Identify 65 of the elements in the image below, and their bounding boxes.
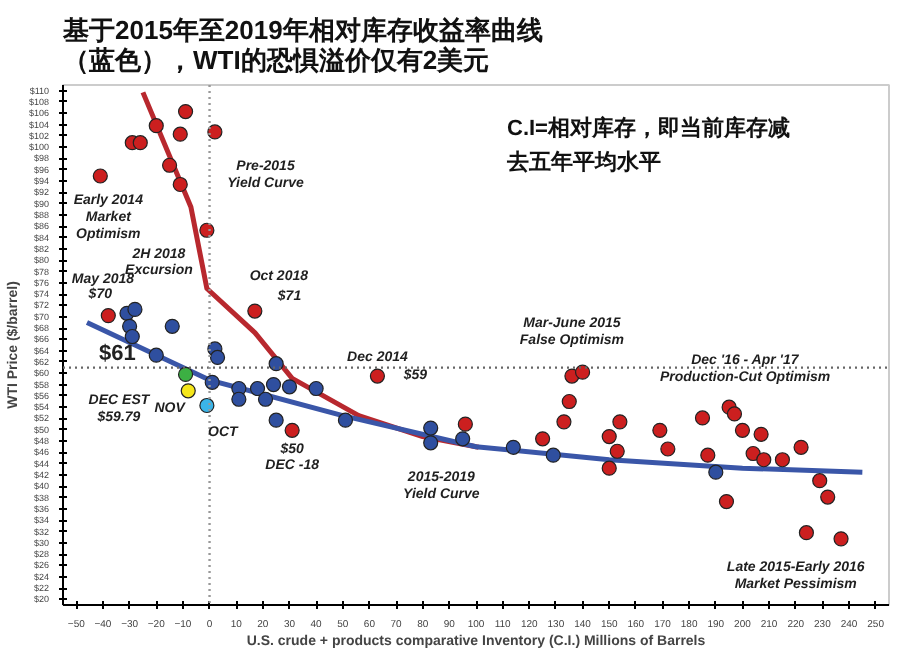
point [798, 525, 814, 541]
point [337, 412, 354, 428]
point [545, 447, 561, 463]
point [308, 380, 324, 397]
point [284, 422, 300, 438]
point [812, 473, 828, 489]
point [132, 135, 148, 151]
point [172, 126, 188, 142]
point [199, 397, 215, 414]
point [753, 426, 769, 442]
point [601, 428, 617, 445]
point [247, 303, 263, 319]
point [148, 347, 164, 363]
point [231, 391, 247, 407]
line-series [84, 319, 865, 475]
point [708, 464, 724, 480]
point [209, 349, 226, 366]
point [177, 366, 194, 382]
point [601, 460, 617, 476]
point [833, 531, 849, 547]
point [369, 368, 386, 384]
point [726, 406, 743, 422]
point [249, 380, 266, 397]
point [180, 383, 196, 399]
point [652, 422, 668, 438]
point [161, 157, 178, 173]
point [756, 452, 772, 468]
point [660, 441, 676, 457]
point [455, 431, 471, 447]
point [535, 431, 551, 447]
point [127, 301, 143, 317]
point [718, 493, 735, 510]
point [204, 374, 220, 390]
point [574, 364, 591, 380]
point [100, 308, 116, 324]
point [257, 391, 274, 407]
point [124, 328, 140, 345]
point [820, 489, 836, 505]
point [164, 318, 180, 334]
point [561, 393, 577, 410]
chart-title: 基于2015年至2019年相对库存收益率曲线（蓝色），WTI的恐惧溢价仅有2美元 [61, 15, 543, 75]
point [281, 379, 298, 395]
point [148, 118, 164, 134]
point [793, 439, 809, 455]
point [505, 439, 521, 455]
point [457, 416, 473, 432]
point [172, 176, 188, 193]
point [268, 356, 284, 372]
point [734, 422, 751, 438]
point [694, 410, 711, 426]
annotation: C.I=相对库存，即当前库存减去五年平均水平 [505, 115, 790, 175]
point [268, 412, 284, 428]
point [265, 376, 282, 393]
point [612, 414, 628, 430]
point [177, 103, 194, 120]
point [207, 124, 223, 140]
point [609, 443, 625, 459]
point [423, 435, 439, 451]
point [556, 414, 572, 430]
ref-line-label: $61 [99, 341, 136, 366]
point [745, 445, 761, 462]
point [774, 452, 791, 468]
point [92, 168, 108, 184]
point [700, 447, 716, 463]
point [423, 420, 439, 436]
